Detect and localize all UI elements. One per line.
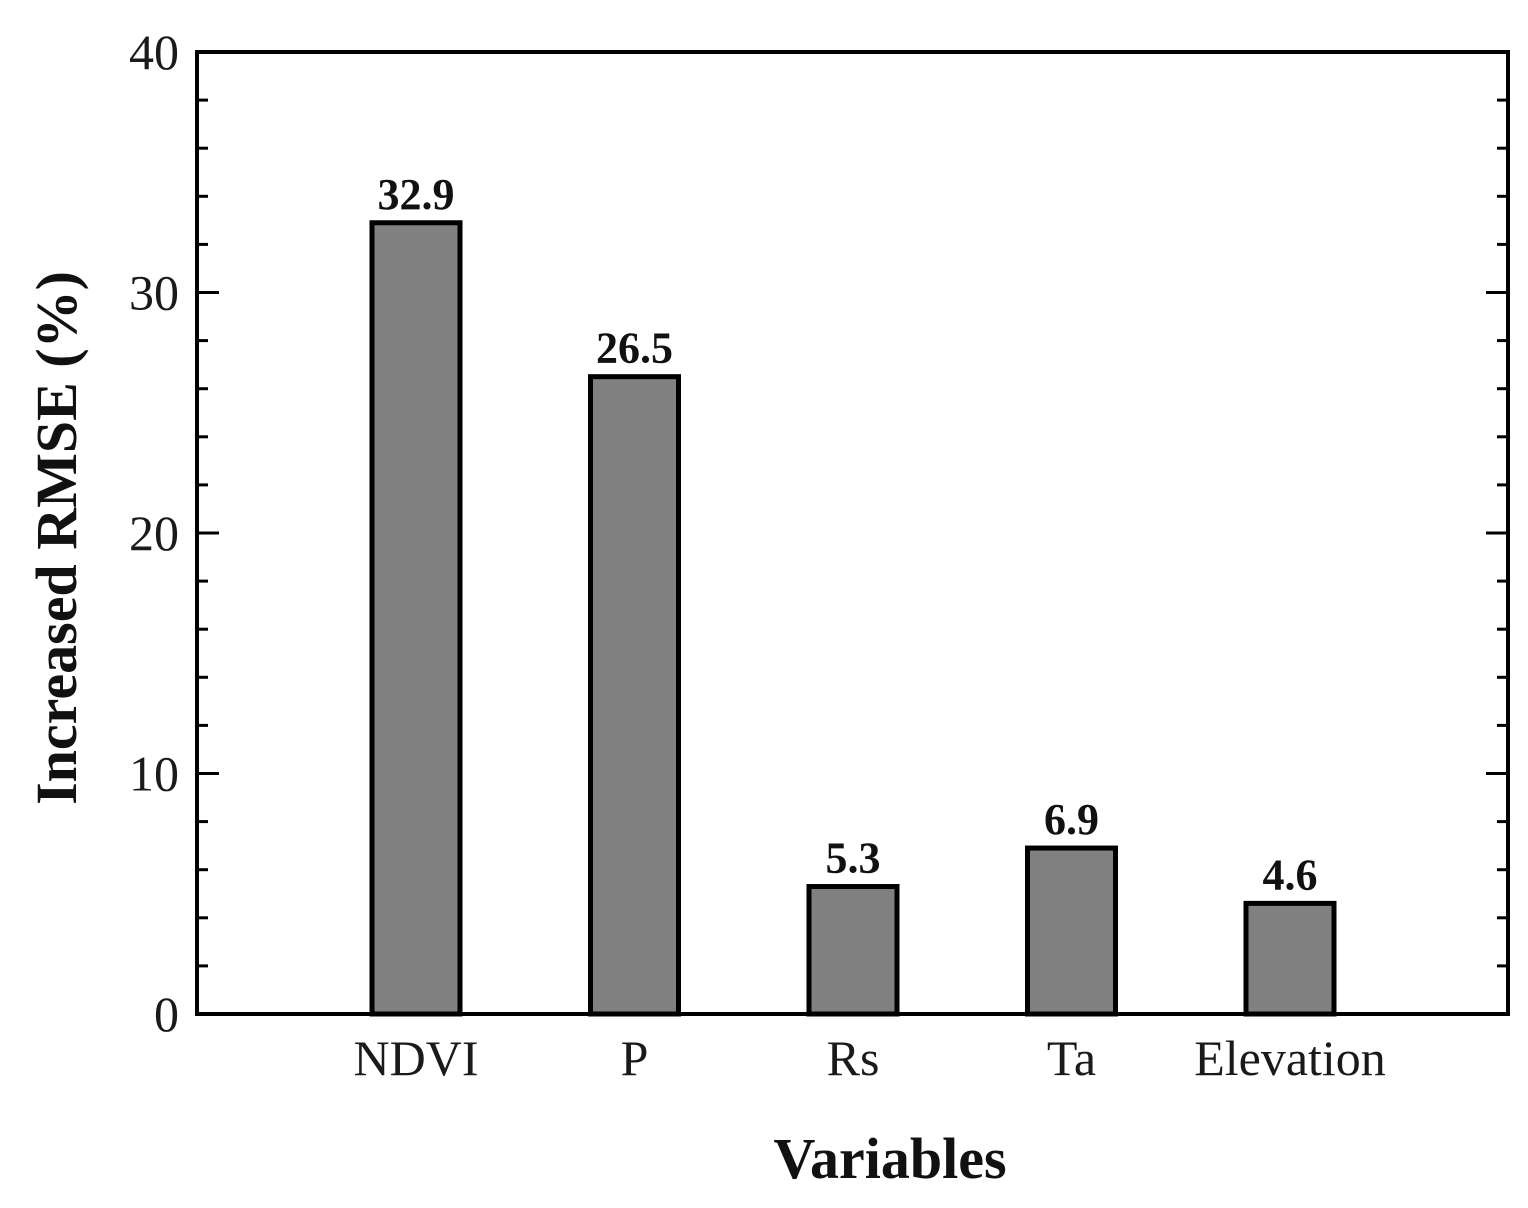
bars — [369, 220, 1337, 1017]
bar-value-label: 4.6 — [1263, 850, 1318, 899]
bar-p — [588, 374, 681, 1017]
bar-elevation — [1243, 900, 1337, 1017]
axis-ticks — [197, 50, 1508, 1016]
y-tick-labels: 0 10 20 30 40 — [129, 24, 179, 1042]
bar-value-label: 6.9 — [1044, 795, 1099, 844]
bar-ndvi — [369, 220, 463, 1017]
y-tick-label: 40 — [129, 24, 179, 80]
y-tick-label: 0 — [154, 986, 179, 1042]
bar-value-label: 5.3 — [826, 834, 881, 883]
y-axis-title: Increased RMSE (%) — [24, 271, 89, 805]
y-tick-label: 30 — [129, 265, 179, 321]
bar-value-label: 32.9 — [378, 170, 455, 219]
y-tick-label: 20 — [129, 505, 179, 561]
x-category-label: P — [621, 1030, 649, 1086]
bar-rs — [806, 884, 900, 1017]
x-category-label: NDVI — [354, 1030, 479, 1086]
x-category-label: Rs — [827, 1030, 880, 1086]
bar-ta — [1025, 845, 1118, 1017]
bar-value-label: 26.5 — [596, 324, 673, 373]
value-labels: 32.9 26.5 5.3 6.9 4.6 — [378, 170, 1318, 900]
x-axis-title: Variables — [773, 1126, 1006, 1191]
category-labels: NDVI P Rs Ta Elevation — [354, 1030, 1386, 1086]
x-category-label: Ta — [1047, 1030, 1096, 1086]
y-tick-label: 10 — [129, 746, 179, 802]
x-category-label: Elevation — [1194, 1030, 1386, 1086]
